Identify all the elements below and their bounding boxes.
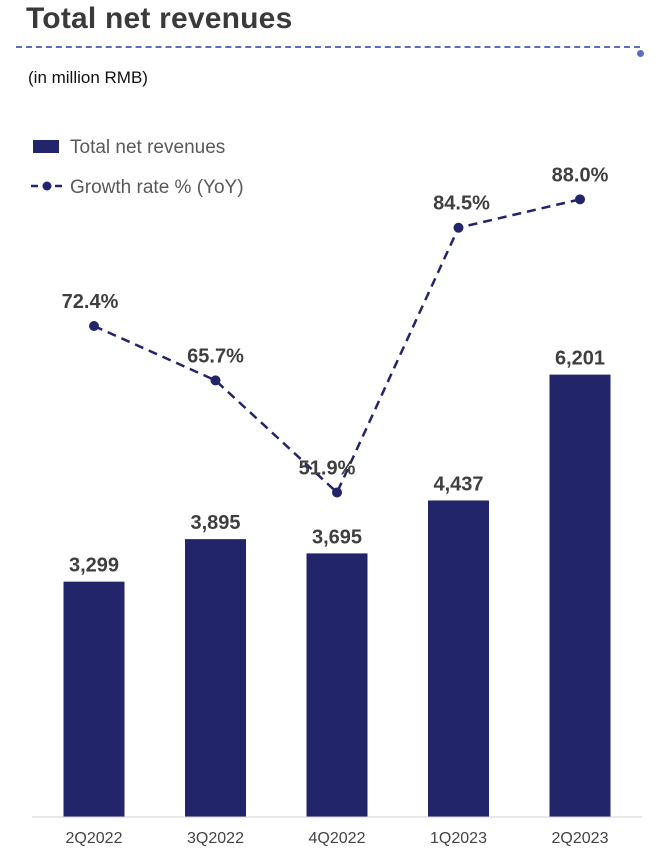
growth-rate-marker xyxy=(332,487,342,498)
growth-rate-label: 51.9% xyxy=(299,457,356,479)
growth-rate-marker xyxy=(210,375,221,386)
bar-2Q2023 xyxy=(549,374,611,817)
legend-label-bar: Total net revenues xyxy=(70,137,225,158)
legend: Total net revenues Growth rate % (YoY) xyxy=(31,137,244,198)
legend-marker-line xyxy=(42,181,52,191)
growth-rate-label: 65.7% xyxy=(187,345,244,367)
bar-value-label: 3,895 xyxy=(190,512,240,534)
x-axis-tick-labels: 2Q2022 3Q2022 4Q2022 1Q2023 2Q2023 xyxy=(66,830,609,847)
title-divider xyxy=(16,46,640,48)
bar-1Q2023 xyxy=(428,500,489,817)
growth-rate-label: 72.4% xyxy=(62,291,119,313)
bar-value-label: 4,437 xyxy=(433,473,483,495)
growth-rate-marker xyxy=(453,222,464,233)
bar-4Q2022 xyxy=(306,553,368,817)
x-tick-label: 4Q2022 xyxy=(309,830,366,847)
divider-end-dot xyxy=(637,50,644,57)
bar-value-label: 3,695 xyxy=(312,526,362,548)
growth-rate-labels: 72.4% 65.7% 51.9% 84.5% 88.0% xyxy=(62,164,609,479)
chart-subtitle: (in million RMB) xyxy=(28,68,148,87)
growth-rate-label: 84.5% xyxy=(433,193,490,215)
growth-rate-marker xyxy=(575,194,585,205)
legend-swatch-bar xyxy=(33,140,59,153)
bar-series xyxy=(63,374,611,817)
x-tick-label: 2Q2023 xyxy=(552,830,609,847)
growth-rate-label: 88.0% xyxy=(552,164,609,186)
bar-value-label: 3,299 xyxy=(69,555,119,577)
chart-title: Total net revenues xyxy=(26,2,293,35)
growth-rate-series xyxy=(89,194,585,498)
x-tick-label: 3Q2022 xyxy=(187,830,244,847)
legend-label-line: Growth rate % (YoY) xyxy=(70,177,244,198)
growth-rate-line xyxy=(93,198,581,495)
bar-2Q2022 xyxy=(63,581,125,817)
bar-value-labels: 3,299 3,895 3,695 4,437 6,201 xyxy=(69,348,605,577)
x-tick-label: 1Q2023 xyxy=(430,830,487,847)
bar-3Q2022 xyxy=(185,539,246,817)
bar-value-label: 6,201 xyxy=(555,348,605,370)
growth-rate-marker xyxy=(89,321,99,331)
x-tick-label: 2Q2022 xyxy=(66,830,123,847)
